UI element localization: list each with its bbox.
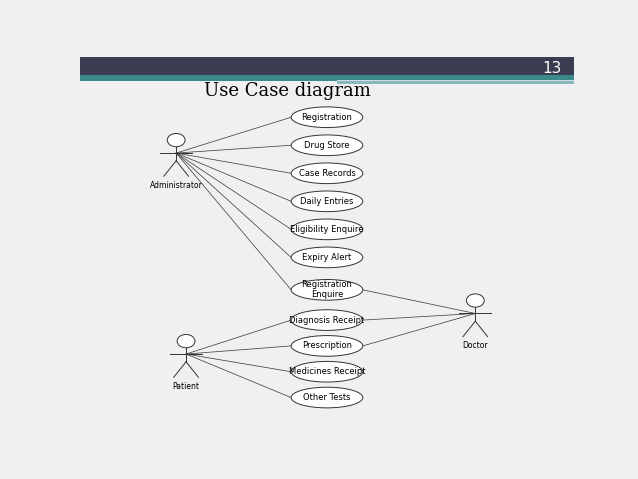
Ellipse shape [291, 310, 363, 331]
Ellipse shape [291, 247, 363, 268]
FancyBboxPatch shape [80, 57, 574, 75]
Text: Use Case diagram: Use Case diagram [204, 82, 371, 100]
FancyBboxPatch shape [337, 81, 574, 84]
Ellipse shape [291, 219, 363, 240]
Ellipse shape [291, 191, 363, 212]
Text: Eligibility Enquire: Eligibility Enquire [290, 225, 364, 234]
FancyBboxPatch shape [80, 75, 574, 81]
Text: Drug Store: Drug Store [304, 141, 350, 150]
Ellipse shape [291, 361, 363, 382]
Text: 13: 13 [542, 61, 562, 76]
Ellipse shape [291, 135, 363, 156]
Text: Daily Entries: Daily Entries [300, 197, 353, 206]
Ellipse shape [291, 107, 363, 127]
Text: Administrator: Administrator [150, 181, 203, 190]
Circle shape [466, 294, 484, 307]
Circle shape [177, 334, 195, 348]
Ellipse shape [291, 336, 363, 356]
Ellipse shape [291, 163, 363, 183]
Text: Case Records: Case Records [299, 169, 355, 178]
Text: Expiry Alert: Expiry Alert [302, 253, 352, 262]
Text: Patient: Patient [172, 382, 200, 391]
Text: Diagnosis Receipt: Diagnosis Receipt [290, 316, 364, 325]
Text: Registration
Enquire: Registration Enquire [302, 280, 352, 299]
Ellipse shape [291, 280, 363, 300]
Text: Registration: Registration [302, 113, 352, 122]
Text: Other Tests: Other Tests [303, 393, 351, 402]
Circle shape [167, 134, 185, 147]
FancyBboxPatch shape [337, 80, 574, 81]
Ellipse shape [291, 387, 363, 408]
Text: Doctor: Doctor [463, 341, 488, 350]
Text: Prescription: Prescription [302, 342, 352, 351]
Text: Medicines Receipt: Medicines Receipt [289, 367, 365, 376]
